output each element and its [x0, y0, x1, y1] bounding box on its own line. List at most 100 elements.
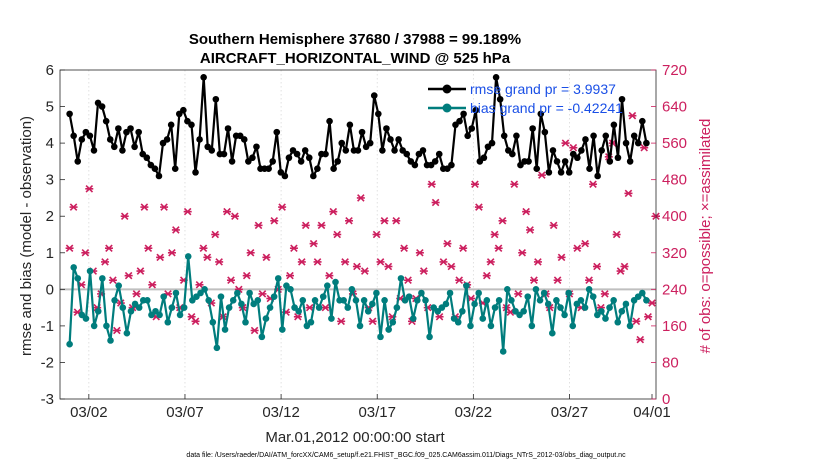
obs-count-marker	[333, 230, 342, 239]
rmse-point	[163, 136, 171, 143]
obs-count-marker	[203, 253, 212, 262]
bias-point	[471, 300, 478, 308]
bias-point	[405, 293, 413, 300]
obs-count-marker	[69, 203, 78, 211]
rmse-point	[110, 143, 118, 151]
rmse-point	[537, 110, 545, 118]
bias-point	[414, 297, 421, 304]
obs-count-marker	[278, 203, 287, 211]
x-tick-label: 03/12	[262, 404, 300, 421]
obs-count-marker	[65, 244, 74, 252]
bias-point	[561, 311, 568, 319]
rmse-point	[578, 147, 585, 154]
y-right-tick-label: 80	[662, 354, 679, 371]
bias-point	[491, 304, 499, 311]
rmse-point	[135, 128, 142, 136]
x-tick-label: 03/22	[455, 404, 493, 421]
rmse-point	[106, 136, 114, 143]
rmse-point	[448, 161, 455, 169]
bias-point	[364, 307, 372, 315]
obs-count-marker	[140, 203, 149, 211]
rmse-point	[468, 125, 476, 132]
bias-point	[520, 307, 527, 315]
bias-point	[229, 297, 237, 304]
bias-point	[274, 275, 282, 282]
bias-point	[332, 278, 339, 286]
bias-point	[209, 318, 217, 326]
obs-count-marker	[482, 271, 491, 280]
obs-count-marker	[490, 230, 499, 239]
obs-count-marker	[372, 230, 381, 239]
bias-point	[156, 311, 163, 319]
rmse-point	[598, 147, 606, 154]
obs-count-marker	[144, 244, 153, 252]
obs-count-marker	[376, 258, 385, 266]
obs-count-marker	[620, 262, 629, 271]
y-right-tick-label: 0	[662, 391, 670, 408]
rmse-point	[301, 147, 309, 154]
obs-count-marker	[431, 198, 440, 207]
bias-point	[66, 340, 73, 348]
bias-point	[217, 293, 225, 300]
bias-point	[536, 297, 544, 304]
rmse-point	[143, 154, 151, 162]
obs-count-marker	[415, 249, 424, 257]
rmse-point	[549, 147, 557, 154]
obs-count-marker	[380, 217, 389, 225]
bias-point	[213, 344, 221, 352]
bias-point	[70, 264, 78, 271]
obs-count-marker	[537, 171, 546, 179]
bias-point	[315, 304, 323, 311]
rmse-point	[338, 139, 346, 147]
bias-point	[614, 318, 622, 326]
bias-point	[397, 275, 405, 282]
obs-count-marker	[297, 258, 306, 266]
rmse-point	[322, 150, 329, 158]
bias-point	[180, 304, 188, 311]
bias-point	[602, 315, 609, 322]
y-tick-label: -2	[41, 354, 54, 371]
obs-count-marker	[329, 207, 338, 216]
obs-count-marker	[211, 230, 220, 239]
bias-point	[340, 297, 347, 304]
y-tick-label: -3	[41, 391, 54, 408]
obs-count-marker	[124, 271, 133, 280]
obs-count-marker	[612, 230, 621, 239]
bias-point	[348, 286, 356, 293]
legend-bias-label: bias grand pr = -0.42241	[470, 100, 623, 116]
obs-count-marker	[321, 303, 330, 312]
obs-count-marker	[404, 276, 413, 284]
bias-point	[426, 333, 433, 341]
rmse-point	[354, 147, 362, 154]
obs-count-marker	[644, 312, 653, 321]
obs-count-marker	[258, 290, 267, 298]
bias-point	[144, 297, 151, 304]
rmse-point	[411, 161, 419, 169]
plot-area	[60, 70, 656, 399]
x-tick-label: 03/02	[70, 404, 108, 421]
bias-point	[168, 304, 176, 311]
obs-count-marker	[498, 217, 507, 225]
obs-count-marker	[419, 267, 428, 275]
bias-point	[479, 315, 487, 322]
bias-point	[360, 297, 368, 304]
rmse-point	[240, 136, 248, 143]
rmse-point	[456, 117, 463, 125]
obs-count-marker	[195, 280, 204, 289]
bias-point	[238, 300, 245, 308]
bias-point	[475, 289, 482, 297]
y-tick-label: 2	[46, 208, 54, 225]
bias-point	[409, 315, 417, 322]
obs-count-marker	[518, 249, 527, 257]
x-axis-label: Mar.01,2012 00:00:00 start	[265, 429, 445, 446]
obs-count-marker	[459, 244, 468, 252]
bias-point	[99, 275, 106, 282]
bias-point	[532, 286, 540, 293]
rmse-point	[326, 117, 333, 125]
rmse-point	[127, 125, 134, 132]
rmse-point	[180, 106, 187, 114]
rmse-point	[387, 136, 394, 143]
obs-count-marker	[510, 180, 519, 189]
rmse-point	[391, 147, 398, 154]
rmse-point	[435, 150, 443, 158]
